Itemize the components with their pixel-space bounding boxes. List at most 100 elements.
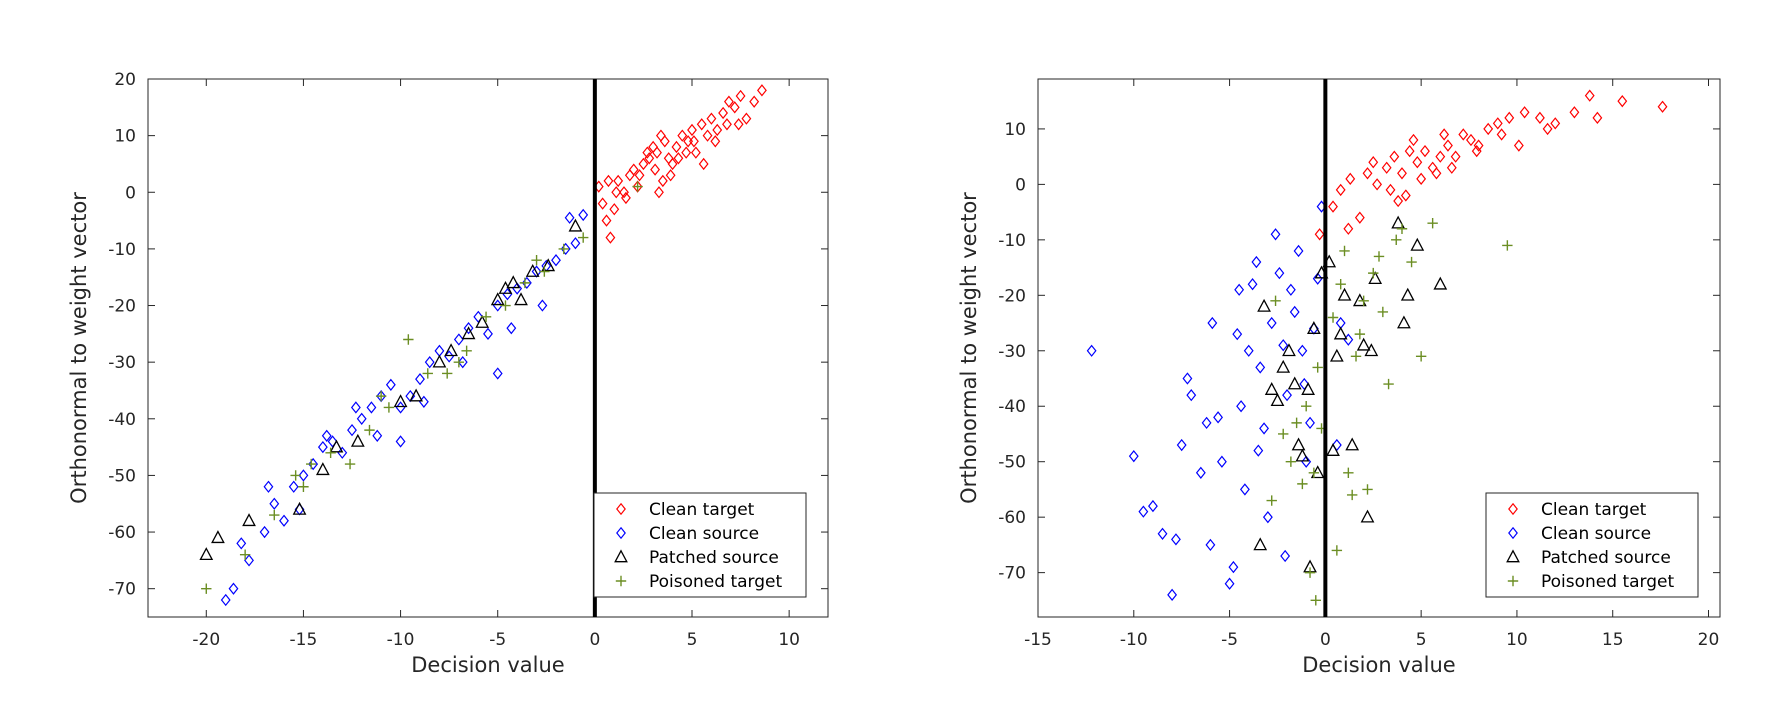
poisoned-target-point [531, 255, 542, 266]
poisoned-target-point [1415, 351, 1427, 362]
clean-source-point [424, 355, 435, 369]
clean-target-point [603, 174, 614, 188]
clean-target-point [718, 106, 729, 120]
clean-target-point [687, 123, 697, 137]
poisoned-target-point [364, 424, 375, 436]
patched-source-point [541, 258, 556, 272]
poisoned-target-point [375, 390, 387, 402]
x-tick-label: 15 [1602, 630, 1624, 650]
clean-source-point [453, 333, 464, 346]
patched-source-point [1270, 393, 1285, 407]
poisoned-target-point [578, 232, 589, 243]
poisoned-target-point [1391, 234, 1402, 246]
clean-source-point [1201, 416, 1212, 430]
patched-source-point [292, 501, 307, 515]
patched-source-legend-icon [1506, 549, 1520, 563]
clean-target-point [665, 169, 676, 182]
clean-target-point [1408, 133, 1419, 147]
poisoned-target-point [442, 368, 453, 379]
patched-source-point [1333, 326, 1348, 340]
poisoned-target-point [344, 458, 356, 470]
poisoned-target-point [201, 583, 212, 594]
clean-target-point [1458, 128, 1469, 141]
patched-source-point [1326, 443, 1340, 456]
clean-target-point [729, 101, 740, 114]
clean-source-point [228, 582, 239, 595]
poisoned-target-point [453, 356, 465, 368]
clean-target-point [690, 146, 701, 159]
clean-source-point [1266, 316, 1277, 330]
clean-target-point [741, 112, 752, 125]
poisoned-target-point [1278, 428, 1289, 440]
clean-source-point [1236, 400, 1246, 413]
patched-source-point [1337, 287, 1352, 301]
legend-box [1485, 492, 1699, 598]
poisoned-target-point [461, 345, 472, 357]
poisoned-target-point [539, 266, 550, 277]
x-tick-label: -10 [1120, 630, 1148, 650]
left-y-axis-label: Orthonormal to weight vector [67, 192, 91, 504]
legend-label: Patched source [649, 548, 779, 568]
patched-source-point [432, 354, 447, 368]
clean-target-point [1492, 117, 1503, 130]
clean-target-point [1416, 172, 1427, 185]
poisoned-target-point [422, 368, 433, 379]
clean-source-point [259, 525, 270, 539]
poisoned-target-point [1301, 401, 1312, 412]
clean-target-point [659, 135, 670, 148]
clean-source-point [244, 554, 254, 567]
clean-source-point [1228, 560, 1239, 574]
patched-source-point [350, 433, 365, 447]
legend-label: Patched source [1541, 548, 1671, 568]
clean-target-point [613, 174, 624, 188]
clean-source-point [1255, 361, 1266, 374]
poisoned-target-point [480, 311, 492, 323]
patched-source-point [1291, 437, 1306, 451]
y-tick-label: 0 [125, 183, 136, 203]
patched-source-point [1282, 343, 1296, 357]
clean-source-point [463, 322, 474, 335]
clean-source-point [321, 429, 332, 442]
clean-target-point [696, 118, 707, 131]
clean-target-point [605, 231, 616, 244]
y-tick-label: 10 [114, 127, 136, 147]
right-plot-marks [1086, 89, 1668, 606]
clean-source-point [356, 412, 367, 425]
legend-label: Clean target [1541, 500, 1647, 520]
patched-source-point [525, 263, 540, 277]
clean-target-point [1471, 144, 1482, 158]
clean-target-point [712, 123, 723, 137]
clean-source-point [337, 446, 348, 459]
x-tick-label: 10 [778, 630, 800, 650]
legend-box [593, 492, 807, 598]
clean-source-point [350, 401, 361, 414]
clean-source-point [457, 355, 468, 369]
clean-target-point [667, 157, 678, 171]
clean-source-point [1293, 244, 1304, 258]
poisoned-target-point [269, 509, 280, 521]
clean-source-point [1301, 455, 1312, 468]
clean-target-point [1450, 150, 1461, 163]
clean-source-point [1289, 305, 1300, 319]
y-tick-label: -50 [998, 453, 1026, 473]
clean-source-point [366, 401, 377, 414]
patched-source-point [199, 547, 214, 561]
y-tick-label: -10 [108, 240, 136, 260]
patched-source-point [1295, 448, 1310, 462]
clean-target-point [619, 186, 629, 199]
poisoned-target-point [632, 181, 643, 192]
y-tick-label: -40 [998, 397, 1026, 417]
clean-source-point [1251, 255, 1262, 269]
clean-target-point [621, 191, 631, 205]
clean-target-legend-icon [1508, 502, 1518, 516]
clean-source-point [327, 435, 338, 448]
clean-source-point [1239, 483, 1250, 496]
poisoned-target-point [1312, 362, 1323, 373]
clean-source-point [1253, 444, 1264, 457]
clean-target-point [597, 197, 608, 210]
right-scatter-panel: -15 -10 -5 0 5 10 15 20-70-60-50-40-30-20-10010… [957, 78, 1721, 677]
clean-target-point [1393, 194, 1404, 208]
left-legend: Clean target Clean source Patched source Po… [593, 492, 807, 598]
clean-source-point [1128, 449, 1139, 463]
